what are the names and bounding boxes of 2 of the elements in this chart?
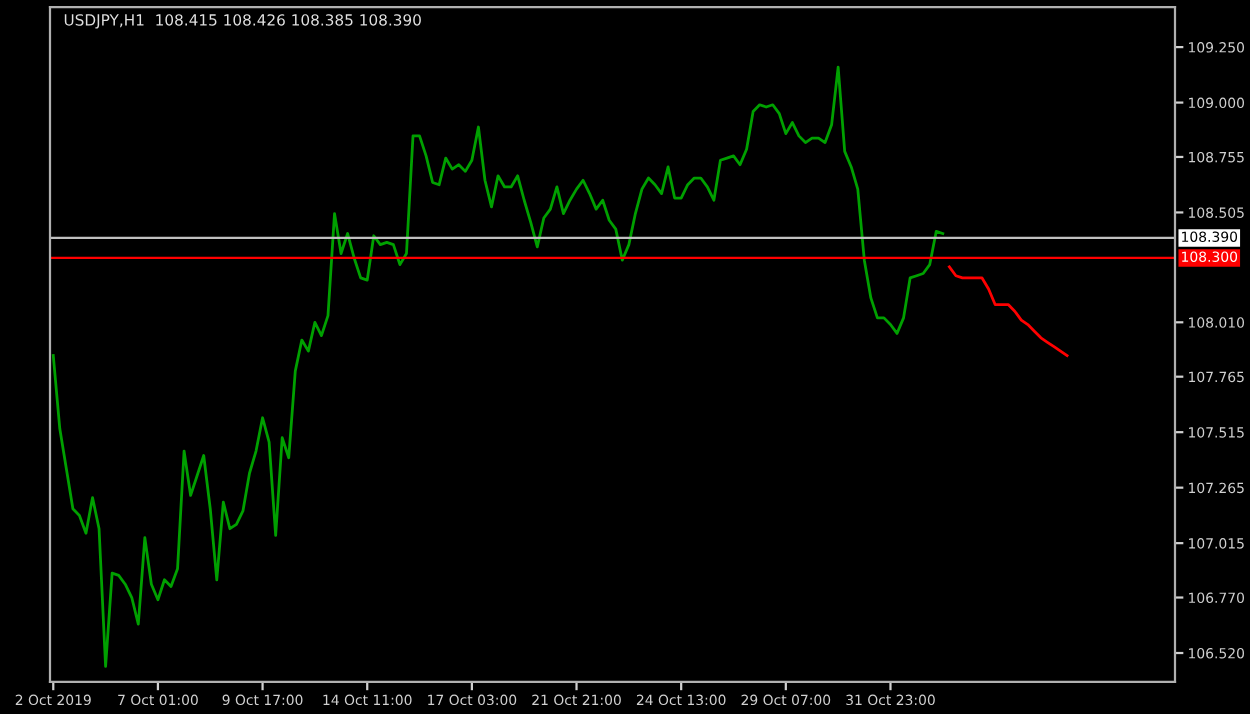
line-series	[51, 65, 945, 668]
line-series	[947, 265, 1069, 357]
